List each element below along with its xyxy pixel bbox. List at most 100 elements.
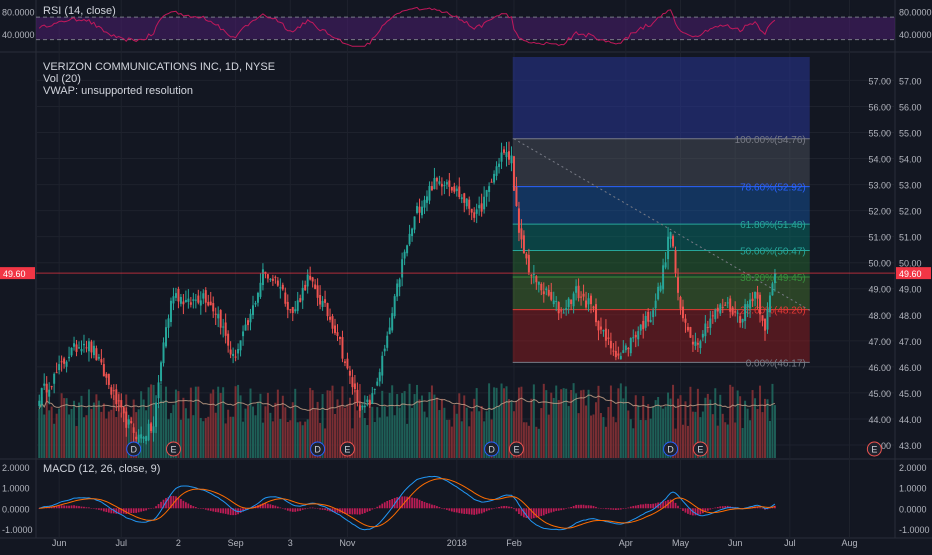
macd-histogram-bar (438, 507, 441, 509)
macd-histogram-bar (142, 508, 145, 512)
volume-bar (68, 414, 71, 458)
macd-histogram-bar (704, 508, 707, 512)
macd-histogram-bar (351, 508, 354, 515)
macd-histogram-bar (197, 507, 200, 509)
candle-body (460, 197, 463, 200)
volume-bar (716, 425, 719, 458)
macd-histogram-bar (281, 508, 284, 509)
volume-bar (473, 398, 476, 458)
volume-bar (425, 417, 428, 458)
volume-bar (207, 416, 210, 458)
volume-bar (179, 419, 182, 458)
candle-body (346, 358, 349, 369)
earnings-marker (508, 441, 524, 457)
candle-body (734, 311, 737, 313)
dividend-marker (484, 441, 500, 457)
candle-body (70, 347, 73, 356)
macd-histogram-bar (194, 507, 197, 509)
volume-bar (401, 393, 404, 458)
volume-bar (43, 414, 46, 458)
macd-histogram-bar (358, 508, 361, 515)
macd-histogram-bar (344, 508, 346, 514)
macd-histogram-bar (460, 508, 463, 514)
volume-bar (150, 384, 153, 458)
macd-histogram-bar (597, 507, 600, 509)
volume-bar (746, 408, 749, 458)
macd-histogram-bar (612, 508, 615, 510)
macd-histogram-bar (65, 505, 68, 509)
candle-body (473, 212, 476, 218)
volume-bar (669, 398, 672, 458)
macd-histogram-bar (192, 506, 195, 509)
macd-histogram-bar (724, 506, 727, 509)
macd-histogram-bar (244, 508, 247, 511)
candle-body (334, 325, 337, 334)
candle-body (550, 292, 553, 300)
candle-body (659, 285, 662, 291)
volume-bar (575, 393, 578, 458)
candle-body (597, 320, 600, 331)
macd-histogram-bar (83, 506, 85, 509)
candle-body (192, 299, 195, 301)
macd-histogram-bar (336, 508, 339, 513)
candle-body (314, 284, 317, 290)
candle-body (386, 335, 389, 348)
macd-histogram-bar (418, 499, 421, 509)
volume-bar (667, 392, 670, 458)
volume-bar (53, 423, 56, 458)
macd-histogram-bar (622, 508, 625, 509)
macd-histogram-bar (513, 508, 515, 510)
volume-bar (376, 407, 379, 458)
macd-histogram-bar (324, 508, 326, 511)
candle-body (435, 177, 438, 182)
macd-tick-label-left: 2.0000 (2, 463, 30, 473)
candle-body (594, 304, 597, 323)
volume-bar (85, 415, 88, 458)
candle-body (378, 372, 381, 382)
macd-histogram-bar (242, 508, 244, 512)
volume-bar (657, 396, 660, 458)
candle-body (408, 233, 411, 245)
volume-bar (764, 398, 766, 458)
price-tick-label-left: 48.00 (868, 311, 891, 321)
volume-bar (557, 400, 560, 458)
macd-histogram-bar (542, 508, 545, 516)
volume-bar (130, 416, 133, 458)
candle-body (306, 274, 309, 287)
macd-histogram-bar (356, 508, 359, 515)
macd-histogram-bar (388, 500, 391, 509)
volume-bar (169, 413, 172, 458)
volume-bar (768, 420, 771, 458)
candle-body (251, 305, 254, 316)
candle-body (237, 349, 240, 354)
volume-bar (577, 413, 580, 458)
candle-body (68, 356, 71, 359)
macd-histogram-bar (716, 507, 719, 509)
candle-body (120, 400, 123, 408)
volume-bar (90, 408, 93, 458)
candle-body (649, 320, 652, 323)
candle-body (63, 358, 66, 364)
macd-histogram-bar (95, 508, 98, 510)
macd-histogram-bar (587, 505, 590, 509)
volume-bar (284, 407, 287, 458)
volume-bar (483, 421, 486, 458)
volume-bar (580, 390, 583, 458)
volume-bar (726, 424, 729, 458)
candle-body (612, 350, 615, 352)
macd-histogram-bar (498, 507, 500, 509)
macd-histogram-bar (662, 501, 664, 509)
volume-bar (120, 412, 123, 458)
candle-body (209, 301, 212, 306)
volume-bar (368, 394, 371, 458)
candle-body (475, 209, 478, 214)
candle-body (189, 302, 192, 305)
volume-bar (78, 402, 81, 458)
candle-body (256, 292, 259, 303)
candle-body (677, 277, 680, 293)
candle-body (147, 423, 150, 441)
candle-body (756, 292, 759, 299)
macd-histogram-bar (120, 508, 123, 514)
